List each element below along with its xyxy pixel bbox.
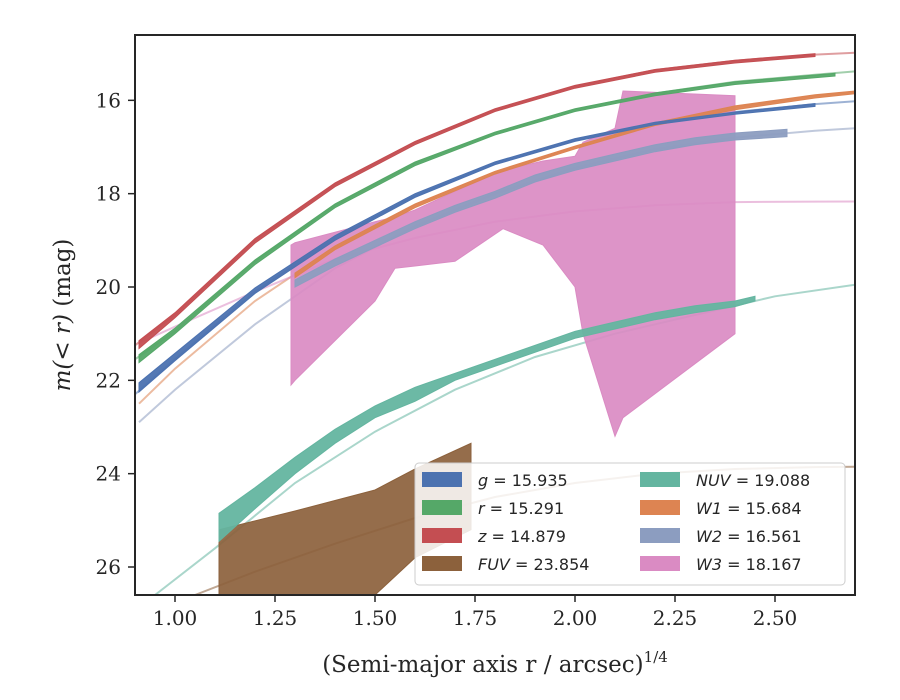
observed-band-r bbox=[138, 72, 836, 364]
legend-swatch-g bbox=[422, 472, 462, 487]
legend: g = 15.935 r = 15.291 z = 14.879 FUV = 23.8… bbox=[414, 462, 846, 586]
x-tick-label: 2.25 bbox=[653, 606, 698, 630]
legend-label-w1: W1 = 15.684 bbox=[696, 499, 802, 518]
legend-band-name: z bbox=[477, 527, 487, 546]
y-tick-label: 24 bbox=[96, 462, 121, 486]
y-axis-ticks: 16 18 20 22 24 26 bbox=[96, 88, 135, 579]
y-tick-label: 22 bbox=[96, 368, 121, 392]
legend-band-name: NUV bbox=[696, 471, 732, 490]
legend-swatch-w2 bbox=[640, 528, 680, 543]
legend-swatch-w3 bbox=[640, 556, 680, 571]
y-axis-title: m(< r) (mag) bbox=[50, 239, 76, 392]
x-tick-label: 1.25 bbox=[253, 606, 298, 630]
y-tick-label: 26 bbox=[96, 555, 121, 579]
x-axis-title: (Semi-major axis r / arcsec)1/4 bbox=[322, 648, 668, 678]
legend-band-name: W3 bbox=[696, 555, 722, 574]
legend-band-name: W2 bbox=[696, 527, 722, 546]
legend-label-g: g = 15.935 bbox=[478, 471, 568, 490]
legend-value: 15.291 bbox=[508, 499, 564, 518]
y-tick-label: 16 bbox=[96, 88, 121, 112]
legend-swatch-r bbox=[422, 500, 462, 515]
legend-equals: = bbox=[488, 471, 512, 490]
observed-band-g bbox=[138, 103, 816, 394]
legend-label-z: z = 14.879 bbox=[477, 527, 566, 546]
legend-label-r: r = 15.291 bbox=[478, 499, 564, 518]
legend-equals: = bbox=[722, 527, 746, 546]
observed-band-z bbox=[138, 53, 816, 350]
x-tick-label: 1.50 bbox=[353, 606, 398, 630]
legend-value: 18.167 bbox=[746, 555, 802, 574]
legend-equals: = bbox=[722, 499, 746, 518]
legend-value: 23.854 bbox=[533, 555, 589, 574]
observed-band-w1 bbox=[294, 90, 855, 279]
observed-band-w3 bbox=[290, 90, 736, 438]
legend-label-w3: W3 = 18.167 bbox=[696, 555, 802, 574]
legend-equals: = bbox=[485, 499, 509, 518]
legend-swatch-fuv bbox=[422, 556, 462, 571]
legend-value: 15.935 bbox=[512, 471, 568, 490]
legend-swatch-z bbox=[422, 528, 462, 543]
axes-frame bbox=[134, 34, 856, 596]
x-tick-label: 1.75 bbox=[453, 606, 498, 630]
legend-value: 15.684 bbox=[746, 499, 802, 518]
legend-equals: = bbox=[722, 555, 746, 574]
observed-band-w2 bbox=[294, 128, 788, 288]
legend-label-fuv: FUV = 23.854 bbox=[478, 555, 589, 574]
legend-equals: = bbox=[731, 471, 755, 490]
model-curve-g bbox=[135, 100, 855, 396]
x-axis-title-superscript: 1/4 bbox=[644, 648, 668, 666]
y-tick-label: 18 bbox=[96, 182, 121, 206]
legend-equals: = bbox=[486, 527, 510, 546]
legend-frame bbox=[414, 462, 846, 586]
legend-band-name: W1 bbox=[696, 499, 722, 518]
legend-swatch-w1 bbox=[640, 500, 680, 515]
plot-area bbox=[135, 51, 855, 595]
legend-label-w2: W2 = 16.561 bbox=[696, 527, 802, 546]
legend-band-name: g bbox=[478, 471, 488, 490]
legend-equals: = bbox=[510, 555, 534, 574]
legend-value: 16.561 bbox=[746, 527, 802, 546]
legend-band-name: FUV bbox=[478, 555, 511, 574]
legend-value: 19.088 bbox=[754, 471, 810, 490]
x-tick-label: 2.50 bbox=[753, 606, 798, 630]
legend-band-name: r bbox=[478, 499, 486, 518]
x-axis-ticks: 1.00 1.25 1.50 1.75 2.00 2.25 2.50 bbox=[153, 595, 798, 630]
x-tick-label: 2.00 bbox=[553, 606, 598, 630]
legend-label-nuv: NUV = 19.088 bbox=[696, 471, 810, 490]
observed-band-nuv bbox=[218, 295, 756, 543]
observed-bands bbox=[138, 53, 855, 595]
y-tick-label: 20 bbox=[96, 275, 121, 299]
legend-swatch-nuv bbox=[640, 472, 680, 487]
legend-value: 14.879 bbox=[510, 527, 566, 546]
x-tick-label: 1.00 bbox=[153, 606, 198, 630]
